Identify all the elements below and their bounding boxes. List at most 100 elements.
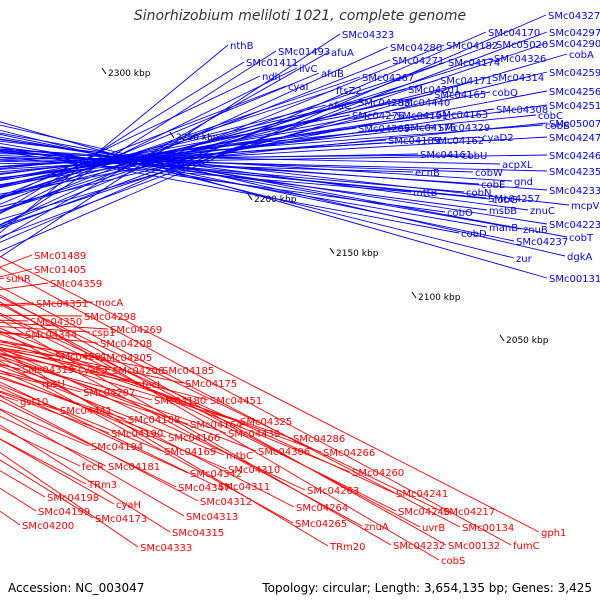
plus-gene-label: cobW: [475, 168, 503, 179]
minus-gene-label-leader: [0, 346, 306, 491]
plus-gene-label: SMc04237: [516, 237, 568, 248]
minus-gene-label-leader: [0, 375, 167, 438]
plus-gene-label-leader: [0, 154, 461, 160]
plus-gene-label: cobQ: [492, 88, 518, 99]
plus-gene-label: SMc04163: [436, 110, 488, 121]
plus-gene-label-leader: [0, 124, 566, 257]
minus-gene-label-leader: [0, 355, 227, 434]
minus-gene-label: SMc04347: [178, 483, 230, 494]
plus-gene-label-leader: [0, 51, 330, 240]
minus-gene-label: SMc04342: [190, 469, 242, 480]
minus-gene-label: SMc04169: [164, 447, 216, 458]
minus-gene-label: SMc01489: [34, 251, 86, 262]
minus-gene-label-leader: [0, 381, 217, 487]
minus-gene-label-leader: [0, 415, 107, 467]
plus-gene-label-leader: [0, 108, 495, 175]
minus-gene-label: SMc04451: [210, 396, 262, 407]
minus-gene-label: mocA: [95, 298, 123, 309]
minus-gene-label-leader: [0, 314, 397, 512]
minus-gene-label: SMc04310: [228, 465, 280, 476]
plus-gene-label: nthB: [230, 41, 254, 52]
minus-gene-label-leader: [0, 301, 440, 561]
plus-gene-label: SMc04290: [549, 39, 600, 50]
plus-gene-label: gnd: [514, 177, 533, 188]
minus-strand-callouts: [0, 254, 540, 561]
minus-gene-label-leader: [0, 326, 91, 333]
plus-gene-label-leader: [0, 139, 529, 211]
minus-gene-label-leader: [0, 399, 177, 488]
plus-gene-label-leader: [0, 148, 548, 191]
plus-gene-label: SMc04259: [549, 68, 600, 79]
plus-gene-label: SMc04176: [404, 123, 456, 134]
plus-gene-label: SMc04440: [398, 98, 450, 109]
minus-gene-label: SMc04266: [323, 448, 375, 459]
plus-gene-label: SMc04257: [488, 194, 540, 205]
scale-tick-label: 2250 kbp: [176, 133, 219, 143]
plus-gene-label-leader: [0, 151, 480, 185]
minus-gene-label: SMc04166: [168, 433, 220, 444]
minus-gene-label: SMc04207: [83, 388, 135, 399]
minus-gene-label: SMc04269: [110, 325, 162, 336]
minus-gene-label: SMc04200: [22, 521, 74, 532]
plus-gene-label: zur: [516, 254, 533, 265]
minus-gene-label: SMc04319: [22, 365, 74, 376]
plus-gene-label: SMc04189: [388, 136, 440, 147]
plus-gene-label: acpXL: [502, 160, 533, 171]
minus-gene-label: SMc04241: [396, 489, 448, 500]
plus-gene-label: SMc04161: [420, 150, 472, 161]
minus-gene-label: csp1: [92, 328, 115, 339]
minus-gene-label-leader: [0, 386, 189, 474]
scale-tick-mark: [329, 247, 335, 255]
minus-gene-label-leader: [0, 286, 461, 528]
minus-gene-label-leader: [0, 359, 153, 401]
plus-strand-callouts: [0, 14, 570, 279]
plus-gene-label-leader: [0, 148, 513, 182]
scale-tick-label: 2300 kbp: [108, 69, 151, 79]
plus-gene-label: SMc04223: [549, 220, 600, 231]
minus-gene-label: SMc04205: [100, 353, 152, 364]
plus-gene-label: SMc04329: [438, 123, 490, 134]
minus-gene-label: SMc04185: [162, 366, 214, 377]
minus-gene-label-leader: [0, 360, 294, 524]
minus-gene-label-leader: [0, 384, 163, 452]
plus-gene-label: cobG: [492, 195, 518, 206]
plus-gene-label-leader: [0, 156, 412, 193]
minus-gene-label: fecR: [82, 462, 104, 473]
plus-gene-label-leader: [0, 114, 351, 180]
plus-gene-label: cobE: [481, 180, 505, 191]
plus-gene-label-leader: [0, 121, 548, 279]
plus-gene-label: SMc04280: [390, 43, 442, 54]
plus-gene-label: SMc04165: [434, 90, 486, 101]
plus-gene-label-leader: [0, 14, 547, 252]
minus-gene-label-leader: [0, 355, 295, 508]
plus-gene-label: SMc01411: [246, 58, 298, 69]
minus-gene-label: SMc04439: [228, 429, 280, 440]
minus-gene-label-leader: [0, 346, 209, 401]
plus-gene-label: SMc04283: [358, 98, 410, 109]
plus-gene-label-leader: [0, 79, 439, 198]
minus-gene-label: znuA: [364, 522, 389, 533]
minus-gene-label: SMc04263: [307, 486, 359, 497]
plus-gene-label-leader: [0, 46, 389, 226]
plus-gene-label-leader: [0, 31, 548, 238]
plus-gene-label: cobO: [447, 208, 473, 219]
plus-gene-label-leader: [0, 91, 491, 186]
plus-gene-label: ecnB: [415, 168, 440, 179]
minus-gene-label: SMc04333: [140, 543, 192, 554]
plus-gene-label: mcpV: [571, 201, 600, 212]
plus-gene-label-leader: [0, 122, 548, 179]
plus-gene-label: cobC: [538, 111, 563, 122]
plus-gene-label-leader: [0, 156, 548, 172]
plus-gene-label-leader: [0, 136, 522, 230]
minus-gene-label: SMc04291: [55, 352, 107, 363]
plus-gene-label-leader: [0, 136, 548, 170]
minus-gene-label: uvrB: [422, 523, 445, 534]
plus-gene-label-leader: [0, 101, 357, 187]
minus-gene-label: SMc04351: [36, 299, 88, 310]
minus-gene-label-leader: [0, 314, 83, 317]
minus-gene-label: SMc04199: [38, 507, 90, 518]
plus-gene-label: SMc04171: [440, 76, 492, 87]
plus-gene-label-leader: [0, 93, 433, 188]
plus-gene-label: SMc05007: [549, 119, 600, 130]
